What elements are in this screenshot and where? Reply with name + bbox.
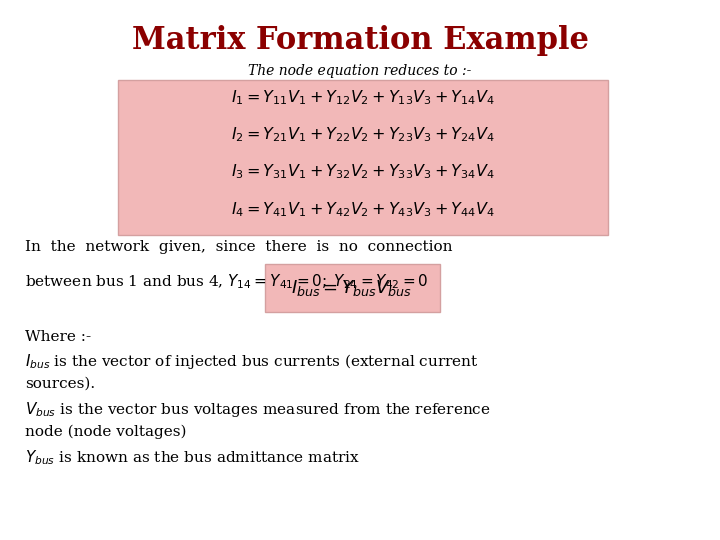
Text: node (node voltages): node (node voltages) bbox=[25, 425, 186, 440]
Text: $I_1 = Y_{11}V_1 + Y_{12}V_2 + Y_{13}V_3 + Y_{14}V_4$: $I_1 = Y_{11}V_1 + Y_{12}V_2 + Y_{13}V_3… bbox=[231, 88, 495, 107]
Text: $I_{bus}$ is the vector of injected bus currents (external current: $I_{bus}$ is the vector of injected bus … bbox=[25, 352, 479, 371]
Text: $I_3 = Y_{31}V_1 + Y_{32}V_2 + Y_{33}V_3 + Y_{34}V_4$: $I_3 = Y_{31}V_1 + Y_{32}V_2 + Y_{33}V_3… bbox=[231, 162, 495, 181]
FancyBboxPatch shape bbox=[265, 264, 440, 312]
Text: sources).: sources). bbox=[25, 377, 95, 391]
FancyBboxPatch shape bbox=[118, 80, 608, 235]
Text: Where :-: Where :- bbox=[25, 330, 91, 344]
Text: $Y_{bus}$ is known as the bus admittance matrix: $Y_{bus}$ is known as the bus admittance… bbox=[25, 448, 360, 467]
Text: Matrix Formation Example: Matrix Formation Example bbox=[132, 25, 588, 56]
Text: In  the  network  given,  since  there  is  no  connection: In the network given, since there is no … bbox=[25, 240, 452, 254]
Text: $I_{bus} = Y_{bus}V_{bus}$: $I_{bus} = Y_{bus}V_{bus}$ bbox=[292, 278, 413, 298]
Text: The node equation reduces to :-: The node equation reduces to :- bbox=[248, 64, 472, 78]
Text: $I_4 = Y_{41}V_1 + Y_{42}V_2 + Y_{43}V_3 + Y_{44}V_4$: $I_4 = Y_{41}V_1 + Y_{42}V_2 + Y_{43}V_3… bbox=[231, 200, 495, 219]
Text: $V_{bus}$ is the vector bus voltages measured from the reference: $V_{bus}$ is the vector bus voltages mea… bbox=[25, 400, 491, 419]
Text: $I_2 = Y_{21}V_1 + Y_{22}V_2 + Y_{23}V_3 + Y_{24}V_4$: $I_2 = Y_{21}V_1 + Y_{22}V_2 + Y_{23}V_3… bbox=[231, 125, 495, 144]
Text: between bus 1 and bus 4, $Y_{14} = Y_{41} = 0;\; Y_{24} = Y_{42} = 0$: between bus 1 and bus 4, $Y_{14} = Y_{41… bbox=[25, 272, 428, 291]
